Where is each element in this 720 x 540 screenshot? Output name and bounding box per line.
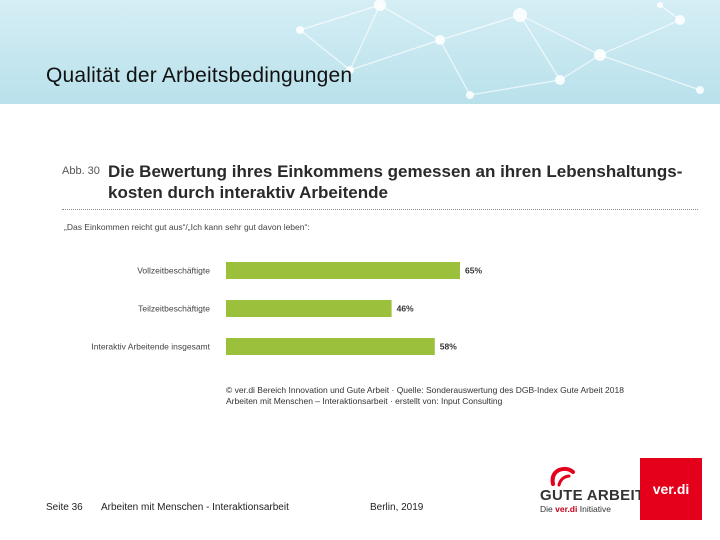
gute-arbeit-logo: GUTE ARBEIT Die ver.di Initiative [536,466,644,516]
footer-page-number: Seite 36 [46,502,83,513]
gute-arbeit-tagline: Die ver.di Initiative [540,504,611,514]
tagline-prefix: Die [540,504,553,514]
footer-place-year: Berlin, 2019 [370,502,424,513]
source-note: © ver.di Bereich Innovation und Gute Arb… [226,385,686,407]
bar [226,300,392,317]
footer-document-title: Arbeiten mit Menschen - Interaktionsarbe… [101,502,289,513]
value-label: 58% [440,342,457,352]
value-label: 46% [397,304,414,314]
verdi-logo: ver.di [640,458,702,520]
slide-title: Qualität der Arbeitsbedingungen [46,64,353,87]
chart-subtitle: „Das Einkommen reicht gut aus“/„Ich kann… [64,222,310,232]
category-label: Interaktiv Arbeitende insgesamt [91,342,210,352]
header-band [0,0,720,104]
gute-arbeit-wordmark: GUTE ARBEIT [540,487,645,504]
tagline-brand: ver.di [555,504,578,514]
figure-title: Die Bewertung ihres Einkommens gemessen … [108,162,683,202]
tagline-suffix: Initiative [579,504,611,514]
gute-arbeit-mark-icon [550,466,575,487]
value-label: 65% [465,266,482,276]
divider [62,209,698,210]
source-line-2: Arbeiten mit Menschen – Interaktionsarbe… [226,396,503,406]
category-label: Teilzeitbeschäftigte [138,304,210,314]
bar [226,262,460,279]
bar-chart: Vollzeitbeschäftigte 65% Teilzeitbeschäfti… [91,262,482,355]
figure-label: Abb. 30 [62,165,100,177]
bar [226,338,435,355]
network-graphic [296,0,704,99]
category-label: Vollzeitbeschäftigte [137,266,210,276]
source-line-1: © ver.di Bereich Innovation und Gute Arb… [226,385,624,395]
